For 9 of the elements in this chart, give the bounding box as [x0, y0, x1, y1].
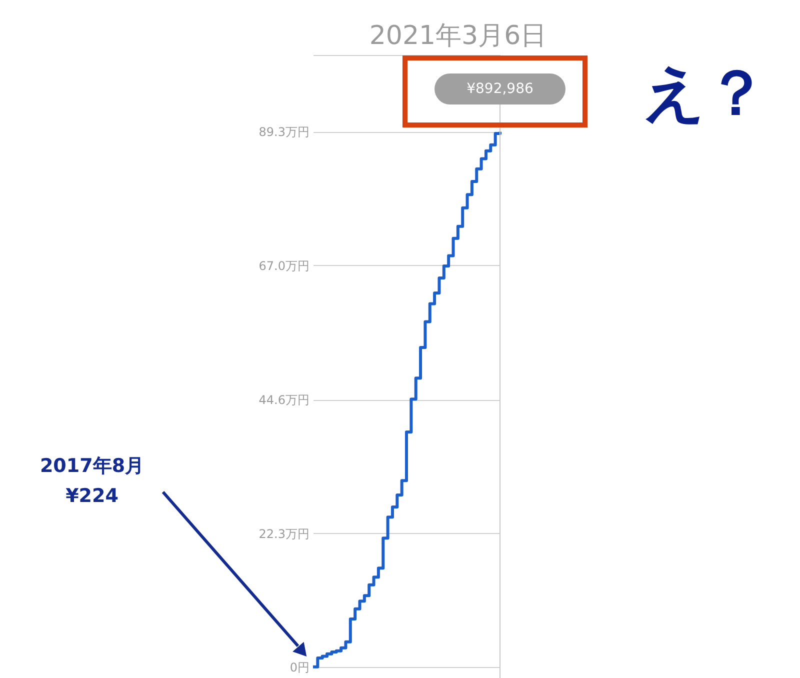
text: 2017年8月 ¥224: [40, 455, 144, 507]
chart-title: 2021年3月6日: [369, 21, 547, 51]
y-tick-label: 0円: [290, 660, 310, 674]
y-tick-label: 44.6万円: [258, 393, 310, 408]
text: え？: [642, 56, 768, 129]
y-tick-label: 22.3万円: [258, 526, 310, 541]
annotation: ¥892,986: [466, 81, 534, 97]
y-tick-label: 89.3万円: [258, 125, 310, 140]
y-tick-label: 67.0万円: [258, 258, 310, 273]
